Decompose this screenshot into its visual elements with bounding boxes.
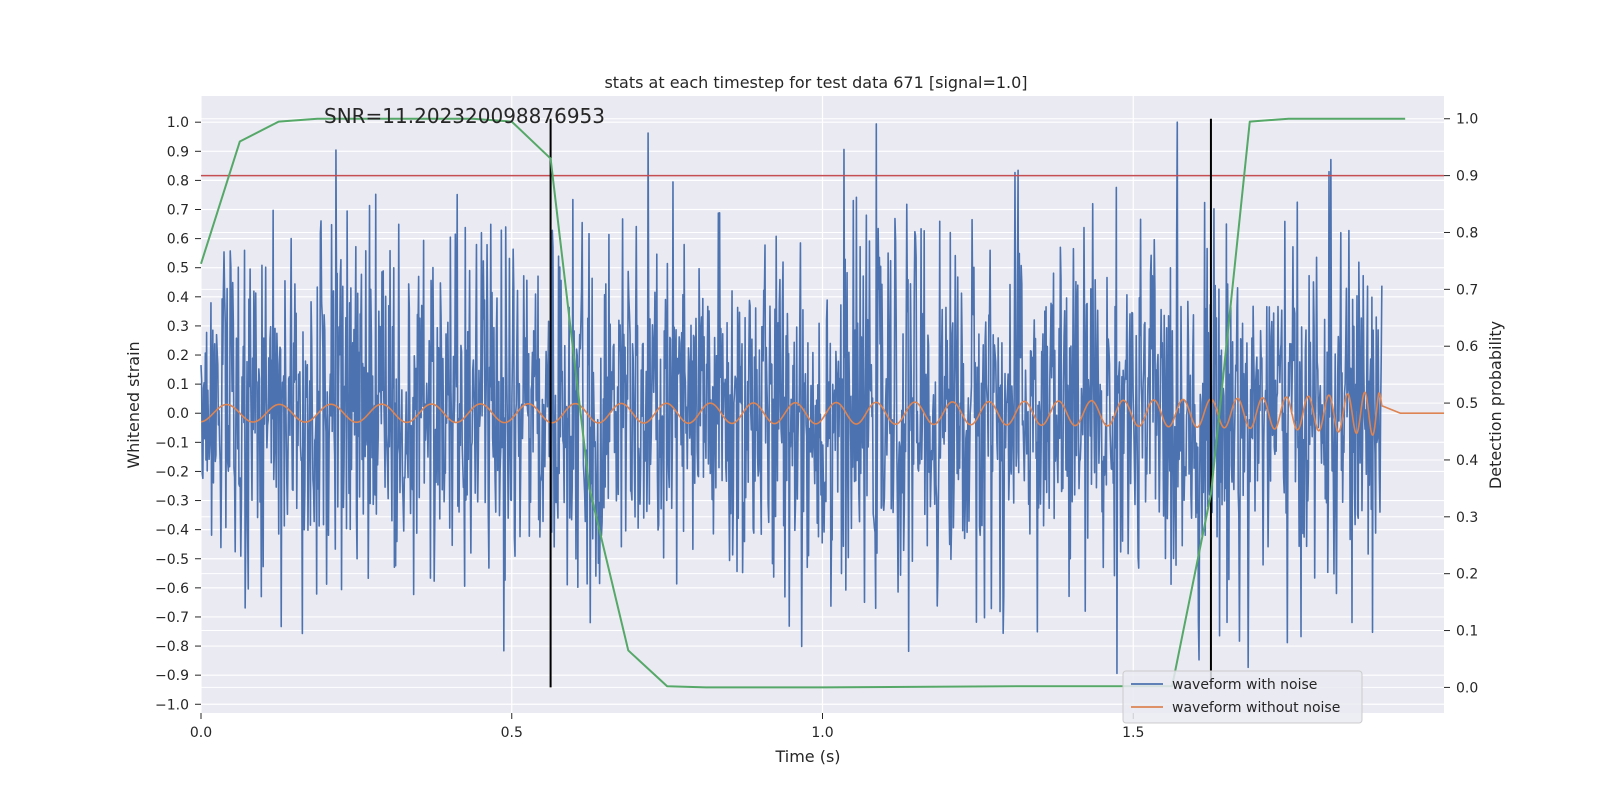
legend-label-clean: waveform without noise [1172, 700, 1340, 716]
y-tick-label: 0.4 [167, 290, 189, 306]
y-right-tick-label: 0.3 [1456, 510, 1478, 526]
y-tick-label: −0.8 [155, 639, 189, 655]
y-tick-label: −0.7 [155, 610, 189, 626]
y-right-axis-label: Detection probability [1486, 321, 1505, 489]
chart-title: stats at each timestep for test data 671… [604, 73, 1027, 92]
y-tick-label: 0.0 [167, 406, 189, 422]
y-tick-label: 1.0 [167, 115, 189, 131]
y-tick-label: −0.6 [155, 581, 189, 597]
y-tick-label: −0.4 [155, 523, 189, 539]
legend-label-noise: waveform with noise [1172, 677, 1317, 693]
y-tick-label: 0.2 [167, 348, 189, 364]
y-tick-label: 0.3 [167, 319, 189, 335]
y-right-tick-label: 0.2 [1456, 567, 1478, 583]
y-right-tick-label: 0.6 [1456, 339, 1478, 355]
snr-annotation: SNR=11.202320098876953 [324, 104, 605, 128]
y-tick-label: −0.3 [155, 494, 189, 510]
y-right-tick-label: 1.0 [1456, 112, 1478, 128]
series-waveform-without-noise [200, 391, 1444, 436]
x-axis-label: Time (s) [774, 747, 840, 766]
y-tick-label: −0.5 [155, 552, 189, 568]
y-axis-label: Whitened strain [124, 341, 143, 468]
y-right-tick-label: 0.9 [1456, 169, 1478, 185]
y-tick-label: 0.7 [167, 203, 189, 219]
y-tick-label: 0.8 [167, 173, 189, 189]
x-tick-label: 1.0 [811, 725, 833, 741]
legend-box [1122, 670, 1363, 724]
y-tick-label: −1.0 [155, 697, 189, 713]
x-tick-label: 1.5 [1122, 725, 1144, 741]
x-tick-label: 0.5 [501, 725, 523, 741]
y-tick-label: 0.5 [167, 261, 189, 277]
x-tick-label: 0.0 [190, 725, 212, 741]
y-right-tick-label: 0.1 [1456, 624, 1478, 640]
y-tick-label: −0.9 [155, 668, 189, 684]
y-right-tick-label: 0.4 [1456, 453, 1478, 469]
y-right-tick-label: 0.0 [1456, 680, 1478, 696]
y-tick-label: 0.6 [167, 232, 189, 248]
y-right-tick-label: 0.7 [1456, 282, 1478, 298]
y-right-tick-label: 0.8 [1456, 225, 1478, 241]
legend: waveform with noise waveform without noi… [1122, 670, 1363, 724]
y-tick-label: 0.9 [167, 144, 189, 160]
y-tick-label: −0.2 [155, 464, 189, 480]
y-right-tick-label: 0.5 [1456, 396, 1478, 412]
series-detection-probability [200, 117, 1406, 689]
y-tick-label: −0.1 [155, 435, 189, 451]
y-tick-label: 0.1 [167, 377, 189, 393]
series-waveform-with-noise [200, 121, 1383, 675]
